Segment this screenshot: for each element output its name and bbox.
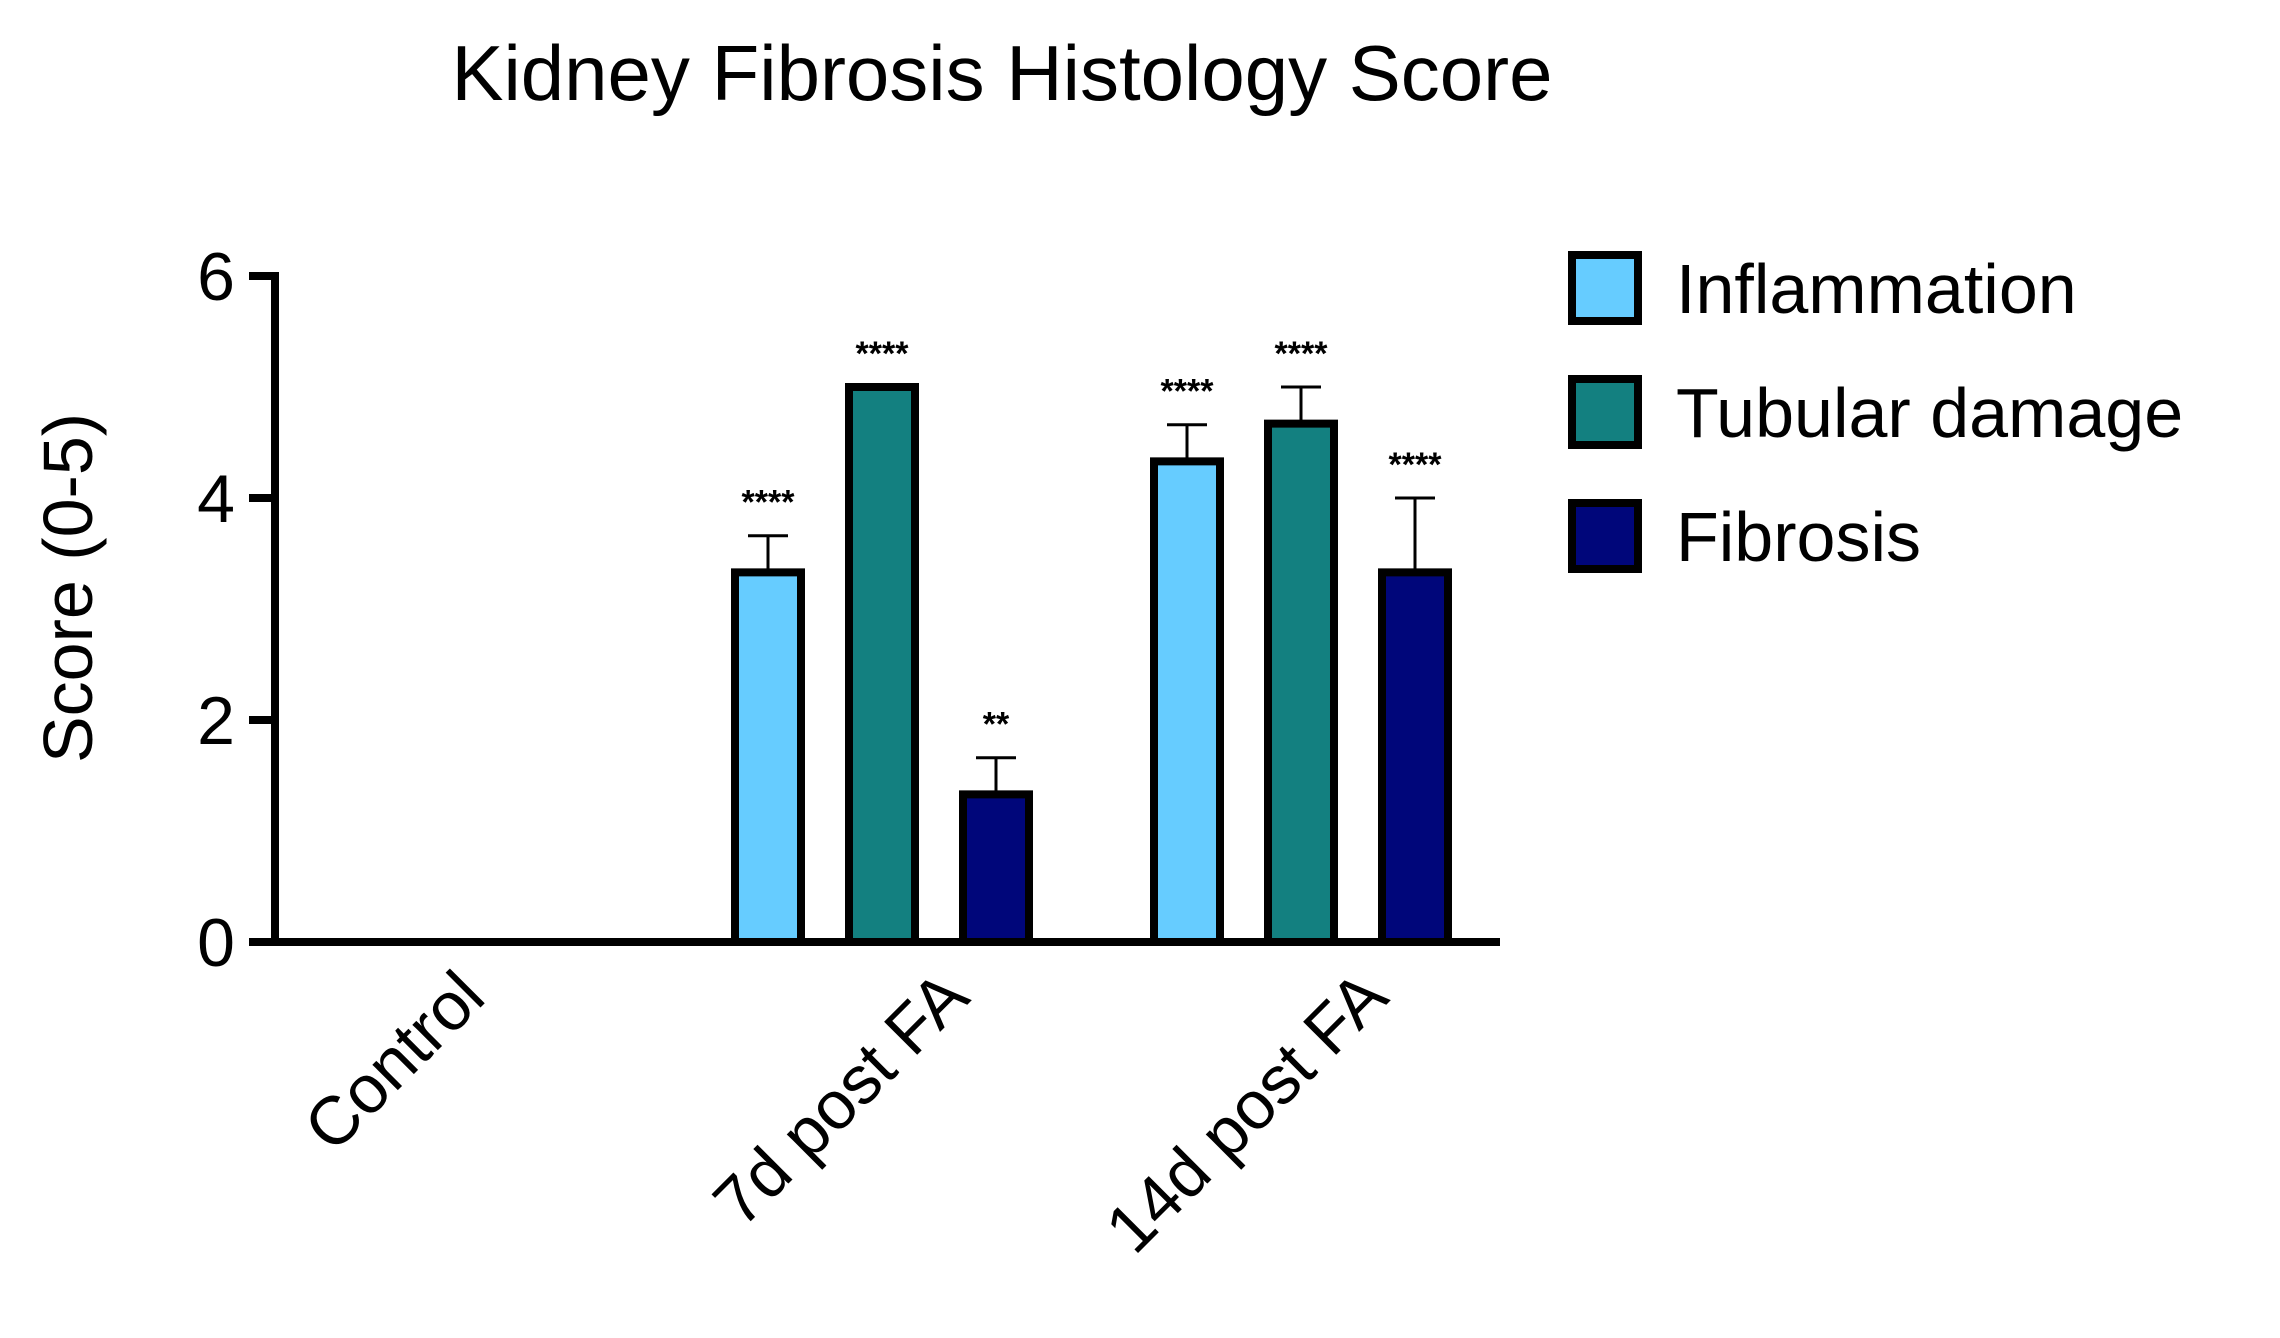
y-tick-label: 4 <box>197 461 235 537</box>
bar <box>1150 457 1224 946</box>
legend-label: Fibrosis <box>1676 498 1921 576</box>
legend: Inflammation Tubular damage Fibrosis <box>1568 250 2183 576</box>
bar <box>1378 568 1452 946</box>
chart-title: Kidney Fibrosis Histology Score <box>451 29 1552 117</box>
y-axis-title: Score (0-5) <box>29 413 107 763</box>
significance-label: **** <box>856 335 910 373</box>
x-tick-label: 7d post FA <box>699 956 983 1240</box>
significance-label: ** <box>983 706 1010 744</box>
legend-swatch <box>1568 499 1642 573</box>
legend-swatch <box>1568 375 1642 449</box>
y-tick-label: 6 <box>197 239 235 315</box>
bar <box>845 383 919 946</box>
significance-label: **** <box>1275 335 1329 373</box>
significance-label: **** <box>1161 373 1215 411</box>
y-tick-label: 0 <box>197 905 235 981</box>
bar <box>731 568 805 946</box>
legend-label: Tubular damage <box>1676 374 2183 452</box>
significance-label: **** <box>742 484 796 522</box>
x-tick-label: 14d post FA <box>1091 956 1402 1267</box>
y-tick-label: 2 <box>197 683 235 759</box>
legend-label: Inflammation <box>1676 250 2077 328</box>
bar <box>1264 419 1338 946</box>
significance-label: **** <box>1389 446 1443 484</box>
x-tick-label: Control <box>290 957 499 1166</box>
bar <box>959 790 1033 946</box>
legend-swatch <box>1568 251 1642 325</box>
